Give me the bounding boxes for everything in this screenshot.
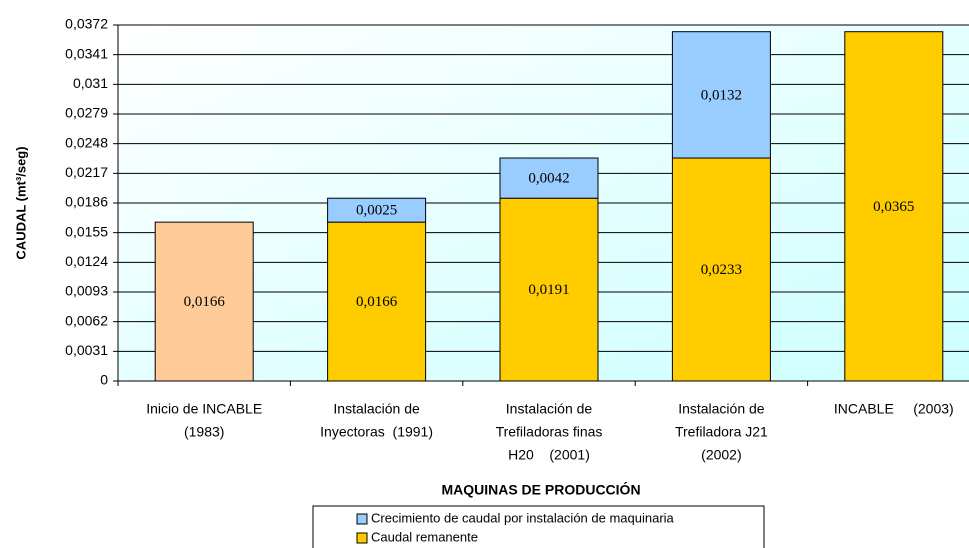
x-axis-title: MAQUINAS DE PRODUCCIÓN <box>441 481 640 498</box>
x-tick-label: H20 (2001) <box>508 447 590 463</box>
x-tick-label: Instalación de <box>506 401 593 417</box>
bar-segment <box>327 197 427 223</box>
y-tick-label: 0,0279 <box>65 105 108 121</box>
bar-segment <box>499 157 599 199</box>
y-tick-label: 0,0372 <box>65 16 108 32</box>
bar-segment <box>327 221 427 382</box>
legend-label: Crecimiento de caudal por instalación de… <box>371 510 675 525</box>
y-tick-label: 0,0093 <box>65 283 108 299</box>
bar-segment <box>154 221 254 382</box>
bar-segment <box>499 197 599 382</box>
bar-segment <box>671 157 771 382</box>
data-label: 0,0166 <box>356 294 398 310</box>
y-tick-label: 0,0124 <box>65 253 108 269</box>
data-label: 0,0365 <box>873 199 914 215</box>
x-tick-label: Trefiladora J21 <box>675 424 768 440</box>
y-axis-title: CAUDAL (mt³/seg) <box>13 146 28 259</box>
data-label: 0,0025 <box>356 203 397 219</box>
x-tick-label: (1983) <box>184 424 224 440</box>
data-label: 0,0233 <box>701 262 742 278</box>
x-tick-label: Inicio de INCABLE <box>146 401 262 417</box>
x-tick-label: INCABLE (2003) <box>834 401 954 417</box>
y-tick-label: 0,0031 <box>65 342 108 358</box>
bar-segment <box>671 31 771 159</box>
data-label: 0,0166 <box>184 294 226 310</box>
y-tick-label: 0,0248 <box>65 134 108 150</box>
x-tick-label: Instalación de <box>678 401 765 417</box>
bar-segment <box>844 31 944 382</box>
data-label: 0,0042 <box>528 171 569 187</box>
data-label: 0,0191 <box>528 282 569 298</box>
legend-swatch <box>356 513 368 525</box>
y-tick-label: 0,0217 <box>65 164 108 180</box>
legend-swatch <box>356 532 368 544</box>
legend <box>312 505 765 548</box>
x-tick-label: (2002) <box>701 447 741 463</box>
x-tick-label: Instalación de <box>333 401 420 417</box>
data-label: 0,0132 <box>701 87 742 103</box>
y-tick-label: 0,0186 <box>65 194 108 210</box>
y-tick-label: 0,0155 <box>65 223 108 239</box>
x-tick-label: Inyectoras (1991) <box>320 424 433 440</box>
y-tick-label: 0,031 <box>73 75 108 91</box>
legend-label: Caudal remanente <box>371 529 478 544</box>
x-tick-label: Trefiladoras finas <box>496 424 603 440</box>
y-tick-label: 0 <box>100 372 108 388</box>
y-tick-label: 0,0341 <box>65 45 108 61</box>
y-tick-label: 0,0062 <box>65 312 108 328</box>
